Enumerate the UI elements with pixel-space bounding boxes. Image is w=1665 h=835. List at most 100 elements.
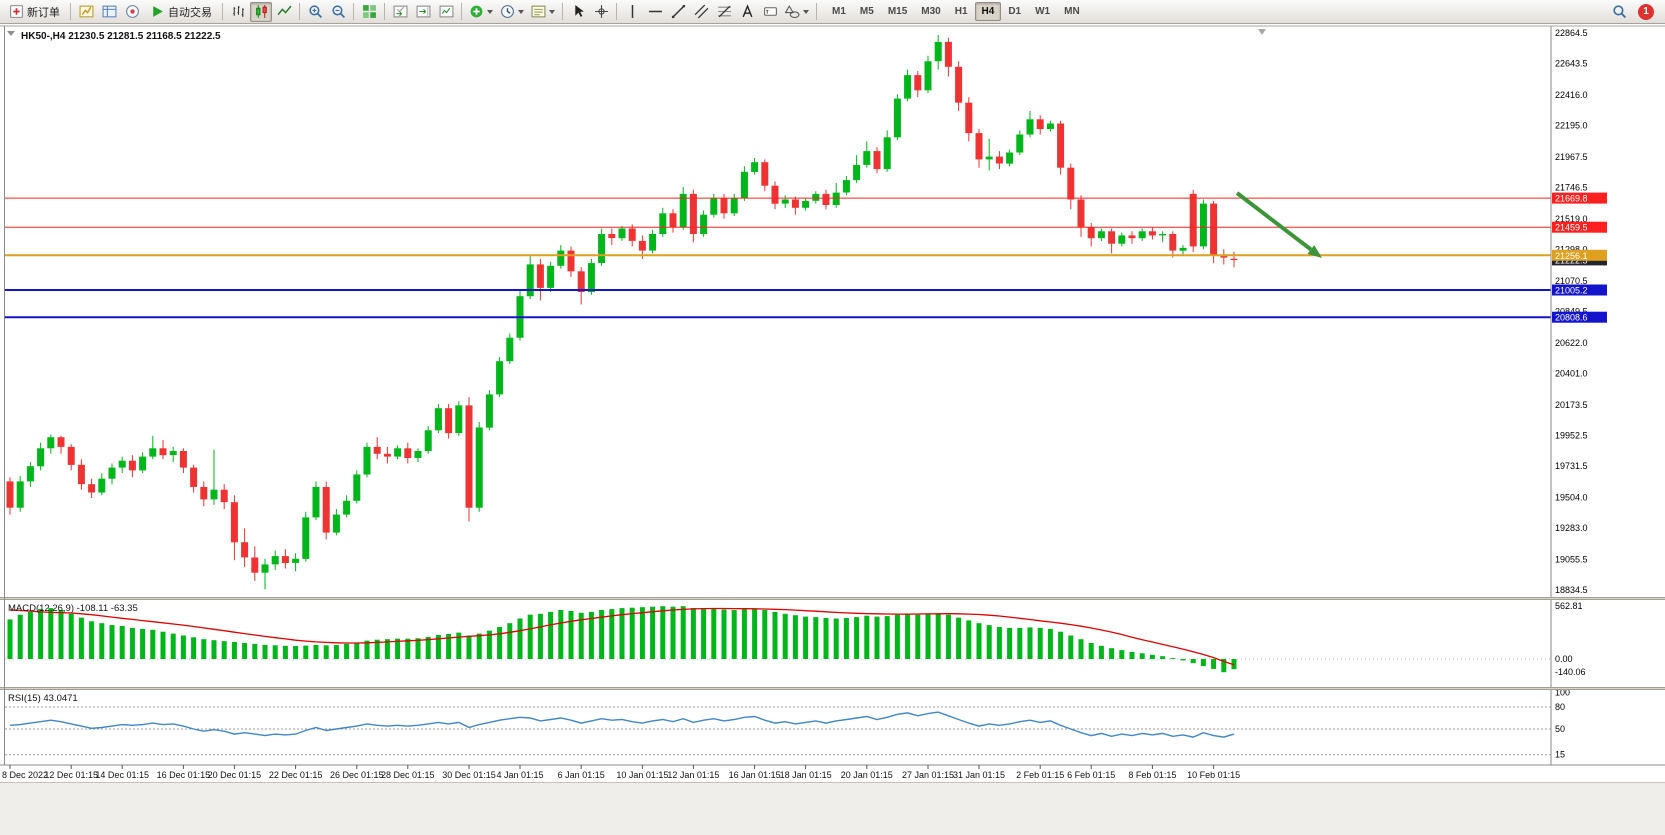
zoom-in-button[interactable] xyxy=(304,2,326,22)
price-axis-label: 21519.0 xyxy=(1555,214,1588,224)
new-order-button[interactable]: 新订单 xyxy=(3,2,66,22)
new-order-icon xyxy=(10,5,23,18)
price-axis-label: 21070.5 xyxy=(1555,276,1588,286)
pane-splitter[interactable] xyxy=(0,597,1665,600)
crosshair-button[interactable] xyxy=(590,2,612,22)
time-axis-label: 12 Dec 01:15 xyxy=(44,770,98,780)
trend-arrow[interactable] xyxy=(1235,191,1313,252)
crosshair-icon xyxy=(594,5,608,18)
chart-title-ohlc: HK50-,H4 21230.5 21281.5 21168.5 21222.5 xyxy=(21,31,221,42)
chart-shift-icon xyxy=(416,5,430,18)
tf-button-M1[interactable]: M1 xyxy=(825,2,853,21)
search-icon xyxy=(1612,5,1626,19)
chart-window[interactable]: 22864.5 22643.5 22416.0 22195.0 21967.5 21746… xyxy=(0,24,1665,782)
notification-badge[interactable]: 1 xyxy=(1638,3,1654,20)
cursor-icon xyxy=(574,5,584,17)
rsi-label: RSI(15) 43.0471 xyxy=(8,693,78,704)
toolbar-right-group: 1 xyxy=(1608,2,1662,22)
chart-shift-marker[interactable] xyxy=(1258,29,1266,35)
pane-splitter[interactable] xyxy=(0,687,1665,690)
price-axis-label: 20849.5 xyxy=(1555,307,1588,317)
rsi-line xyxy=(9,711,1235,738)
macd-axis-label: 0.00 xyxy=(1555,654,1573,664)
periods-button[interactable] xyxy=(497,2,527,22)
price-axis-label: 19055.5 xyxy=(1555,555,1588,565)
rsi-axis-label: 100 xyxy=(1555,687,1570,697)
one-click-trading-toggle[interactable] xyxy=(7,31,15,36)
templates-button[interactable] xyxy=(528,2,558,22)
channel-icon xyxy=(694,4,708,19)
time-axis-label: 14 Dec 01:15 xyxy=(95,770,149,780)
price-axis[interactable]: 22864.5 22643.5 22416.0 22195.0 21967.5 21746… xyxy=(1555,28,1588,595)
chart-background[interactable] xyxy=(0,24,1665,782)
auto-scroll-icon xyxy=(393,5,407,18)
time-axis-label: 20 Dec 01:15 xyxy=(208,770,262,780)
macd-axis-label: 562.81 xyxy=(1555,601,1583,611)
caret-down-icon xyxy=(518,9,524,14)
tf-button-M5[interactable]: M5 xyxy=(853,2,881,21)
tf-button-H1[interactable]: H1 xyxy=(948,2,975,21)
tf-button-M15[interactable]: M15 xyxy=(881,2,914,21)
time-axis-label: 16 Dec 01:15 xyxy=(157,770,211,780)
rsi-axis-label: 80 xyxy=(1555,702,1565,712)
toolbar-separator xyxy=(461,3,462,20)
indicators-button[interactable] xyxy=(466,2,496,22)
chart-shift-button[interactable] xyxy=(412,2,434,22)
toolbar-separator xyxy=(816,3,817,20)
tf-button-H4[interactable]: H4 xyxy=(974,2,1002,21)
rsi-axis-label: 50 xyxy=(1555,724,1565,734)
time-axis-label: 16 Jan 01:15 xyxy=(729,770,781,780)
text-button[interactable] xyxy=(736,2,758,22)
text-label-button[interactable] xyxy=(759,2,781,22)
tile-windows-button[interactable] xyxy=(358,2,380,22)
zoom-out-button[interactable] xyxy=(327,2,349,22)
time-axis-label: 10 Feb 01:15 xyxy=(1187,770,1240,780)
vertical-line-button[interactable] xyxy=(621,2,643,22)
tf-button-MN[interactable]: MN xyxy=(1057,2,1087,21)
horizontal-line-icon xyxy=(648,10,662,13)
price-axis-label: 20622.0 xyxy=(1555,338,1588,348)
tf-button-M30[interactable]: M30 xyxy=(914,2,947,21)
price-chart[interactable]: 22864.5 22643.5 22416.0 22195.0 21967.5 21746… xyxy=(0,24,1665,782)
price-axis-label: 19952.5 xyxy=(1555,431,1588,441)
cursor-button[interactable] xyxy=(567,2,589,22)
fibonacci-button[interactable] xyxy=(713,2,735,22)
price-axis-label: 20173.5 xyxy=(1555,400,1588,410)
equidistant-channel-button[interactable] xyxy=(690,2,712,22)
new-window-button[interactable] xyxy=(435,2,457,22)
price-axis-label: 19283.0 xyxy=(1555,523,1588,533)
price-axis-label: 21298.0 xyxy=(1555,245,1588,255)
horizontal-line-button[interactable] xyxy=(644,2,666,22)
price-axis-label: 19731.5 xyxy=(1555,461,1588,471)
trend-arrow-head[interactable] xyxy=(1307,245,1323,258)
auto-scroll-button[interactable] xyxy=(389,2,411,22)
candles-layer xyxy=(6,35,1238,590)
shapes-button[interactable] xyxy=(782,2,812,22)
window-bottom-area xyxy=(0,782,1665,835)
autotrading-button[interactable]: 自动交易 xyxy=(144,2,218,22)
time-axis-label: 31 Jan 01:15 xyxy=(953,770,1005,780)
zoom-in-icon xyxy=(308,5,322,18)
candlestick-chart-type-button[interactable] xyxy=(250,1,272,22)
new-chart-button[interactable] xyxy=(75,2,97,22)
autotrading-play-icon xyxy=(153,6,163,17)
price-badge-21005.2 xyxy=(1552,284,1607,296)
time-axis-label: 10 Jan 01:15 xyxy=(616,770,668,780)
price-axis-label: 21967.5 xyxy=(1555,152,1588,162)
search-button[interactable] xyxy=(1608,2,1630,22)
time-axis-label: 20 Jan 01:15 xyxy=(841,770,893,780)
tf-button-D1[interactable]: D1 xyxy=(1001,2,1028,21)
trendline-button[interactable] xyxy=(667,2,689,22)
tf-button-W1[interactable]: W1 xyxy=(1028,2,1057,21)
macd-histogram xyxy=(7,606,1237,673)
line-chart-icon xyxy=(276,5,292,16)
line-chart-type-button[interactable] xyxy=(273,2,295,22)
alerts-button[interactable] xyxy=(121,2,143,22)
time-axis-label: 4 Jan 01:15 xyxy=(496,770,543,780)
toolbar-separator xyxy=(299,3,300,20)
price-axis-label: 20401.0 xyxy=(1555,369,1588,379)
profiles-button[interactable] xyxy=(98,2,120,22)
bar-chart-type-button[interactable] xyxy=(227,2,249,22)
new-window-icon xyxy=(439,5,453,18)
